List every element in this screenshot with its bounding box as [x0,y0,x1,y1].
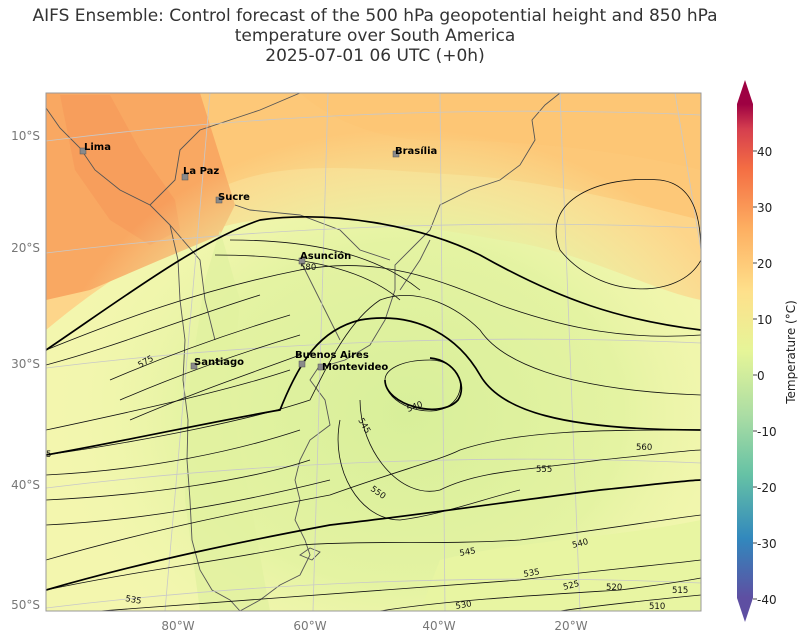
city-marker [392,150,400,158]
colorbar-tick-label: 20 [757,257,772,271]
colorbar-tick-label: -30 [757,537,777,551]
colorbar-max-arrow [737,80,753,104]
map-title: AIFS Ensemble: Control forecast of the 5… [0,6,750,66]
coastlines [46,93,561,611]
height-contours [46,178,701,611]
contour-label: 560 [636,443,652,453]
colorbar-tick-label: 10 [757,313,772,327]
longitude-labels: 80°W 60°W 40°W 20°W [161,619,587,633]
lat-label: 20°S [11,241,40,255]
colorbar-tick-label: -20 [757,481,777,495]
city-marker [317,363,325,371]
colorbar-min-arrow [737,598,753,622]
height-contours-bold [46,216,701,591]
city-marker [79,147,87,155]
city-marker [190,362,198,370]
city-marker [181,173,189,181]
colorbar-tick-label: -40 [757,593,777,607]
colorbar-tick-label: -10 [757,425,777,439]
contour-label: 540 [571,537,589,551]
title-line-3: 2025-07-01 06 UTC (+0h) [265,46,485,66]
contour-label: 580 [300,263,316,273]
city-markers: Lima La Paz Sucre Brasília Asunción Sant… [79,142,437,373]
lon-label: 20°W [554,619,587,633]
colorbar-gradient [737,104,753,598]
contour-label: 5 [46,450,51,460]
contour-label: 535 [124,594,142,607]
city-marker [298,257,306,265]
city-label-santiago: Santiago [194,357,244,368]
colorbar-tick-label: 30 [757,201,772,215]
contour-label: 510 [649,602,665,612]
lat-label: 50°S [11,598,40,612]
lat-label: 10°S [11,129,40,143]
graticule [46,93,701,611]
contour-label: 515 [672,586,688,596]
lon-label: 80°W [161,619,194,633]
city-label-sucre: Sucre [218,192,250,203]
contour-label: 530 [455,599,473,612]
map-frame [45,92,702,612]
contour-label: 545 [459,546,477,559]
city-label-lima: Lima [84,142,111,153]
latitude-labels: 10°S 20°S 30°S 40°S 50°S [11,129,40,612]
contour-label: 520 [606,583,622,593]
title-line-2: temperature over South America [234,26,516,46]
colorbar-title: Temperature (°C) [784,300,798,405]
lon-label: 40°W [422,619,455,633]
cool-core [46,93,701,611]
contour-label: 525 [562,579,580,593]
contour-label: 535 [523,567,541,580]
city-label-buenos-aires: Buenos Aires [295,350,369,361]
contour-label: 555 [536,465,552,475]
city-marker [298,360,306,368]
city-label-montevideo: Montevideo [322,362,388,373]
contour-labels: 580 575 545 540 560 555 550 545 540 535 … [46,263,688,612]
map-panel [46,93,701,611]
lat-label: 40°S [11,478,40,492]
colorbar-tick-label: 40 [757,145,772,159]
lat-label: 30°S [11,357,40,371]
city-marker [215,196,223,204]
city-label-brasilia: Brasília [395,145,437,157]
title-line-1: AIFS Ensemble: Control forecast of the 5… [32,6,718,26]
city-label-asuncion: Asunción [300,250,351,262]
lon-label: 60°W [293,619,326,633]
colorbar-tick-label: 0 [757,369,765,383]
colorbar-tick-marks [753,150,757,600]
city-label-la-paz: La Paz [183,166,219,177]
colorbar: 40 30 20 10 0 -10 -20 -30 -40 Temperatur… [737,80,798,622]
